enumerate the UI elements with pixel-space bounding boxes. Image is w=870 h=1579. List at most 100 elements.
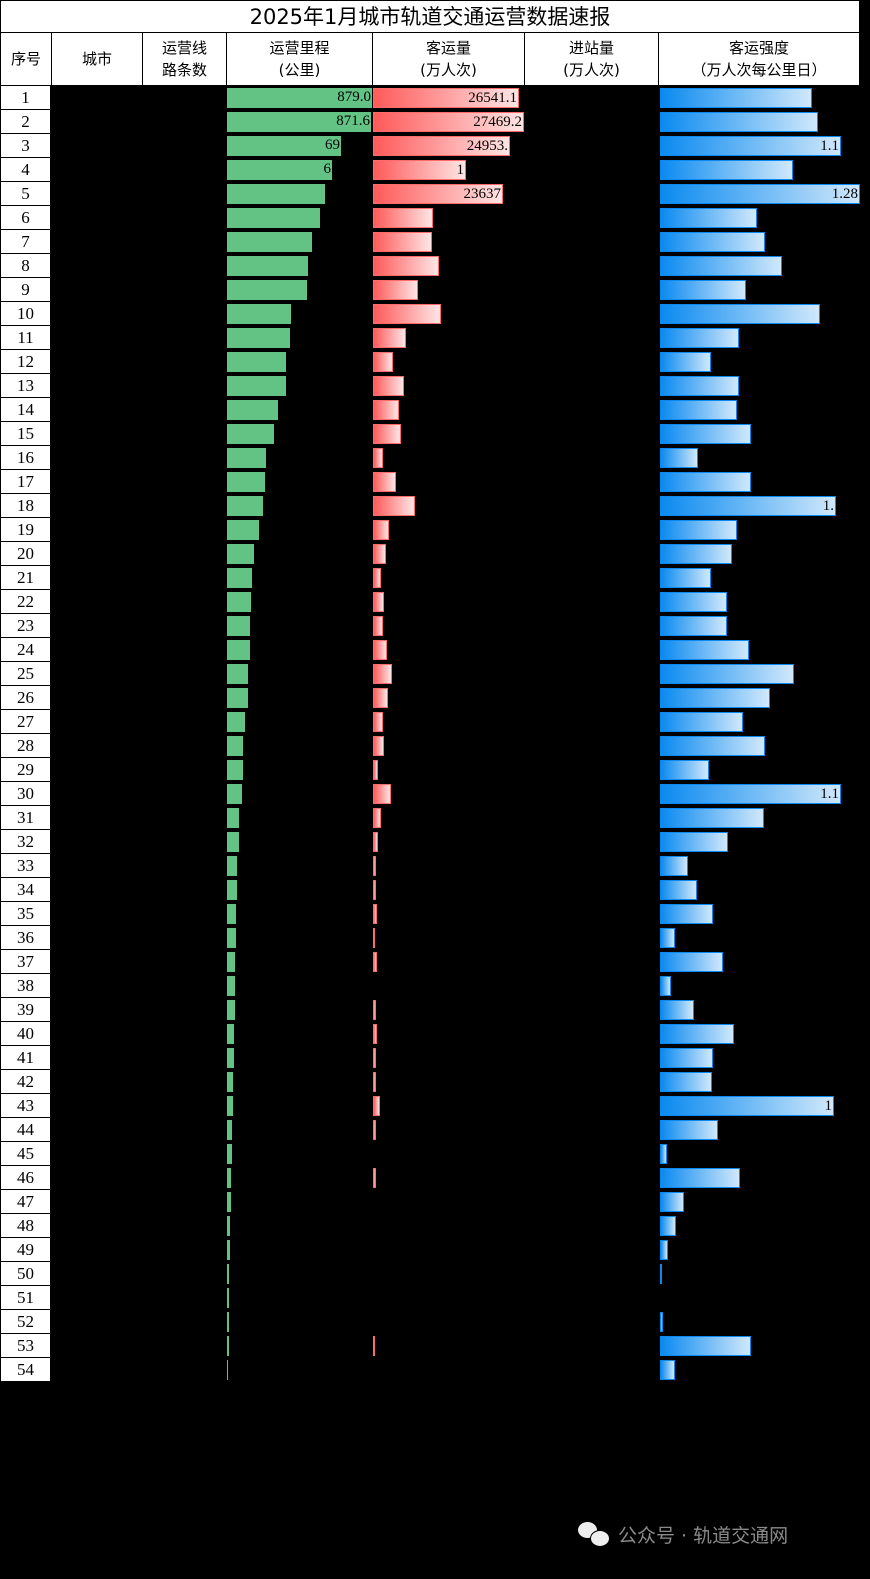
intensity-bar [660, 1168, 740, 1188]
ridership-bar [373, 592, 384, 612]
mileage-bar [227, 376, 286, 396]
ridership-bar [373, 544, 386, 564]
ridership-bar-label: 26541.1 [468, 90, 517, 106]
row-index: 52 [0, 1310, 51, 1334]
mileage-bar [227, 688, 248, 708]
mileage-bar [227, 592, 251, 612]
ridership-bar [373, 424, 401, 444]
ridership-bar [373, 208, 433, 228]
mileage-bar [227, 1000, 235, 1020]
intensity-bar [660, 976, 671, 996]
table-row: 47 [0, 1190, 870, 1214]
intensity-bar [660, 88, 812, 108]
header-lines: 运营线 路条数 [142, 33, 226, 86]
table-row: 37 [0, 950, 870, 974]
ridership-bar [373, 304, 441, 324]
mileage-bar [227, 472, 265, 492]
table-row: 53 [0, 1334, 870, 1358]
intensity-bar [660, 304, 820, 324]
table-row: 49 [0, 1238, 870, 1262]
ridership-bar [373, 640, 387, 660]
intensity-bar [660, 640, 749, 660]
intensity-bar [660, 904, 713, 924]
intensity-bar [660, 1216, 676, 1236]
row-index: 6 [0, 206, 51, 230]
row-index: 17 [0, 470, 51, 494]
intensity-bar [660, 1240, 668, 1260]
row-index: 31 [0, 806, 51, 830]
row-index: 3 [0, 134, 51, 158]
mileage-bar-label: 69 [325, 137, 340, 153]
row-index: 48 [0, 1214, 51, 1238]
row-index: 39 [0, 998, 51, 1022]
table-row: 54 [0, 1358, 870, 1382]
intensity-bar: 1. [660, 496, 836, 516]
row-index: 23 [0, 614, 51, 638]
table-row: 15 [0, 422, 870, 446]
table-row: 2 871.6 27469.2 [0, 110, 870, 134]
table-row: 44 [0, 1118, 870, 1142]
row-index: 37 [0, 950, 51, 974]
mileage-bar: 871.6 [227, 112, 371, 132]
row-index: 54 [0, 1358, 51, 1382]
ridership-bar [373, 880, 376, 900]
row-index: 15 [0, 422, 51, 446]
intensity-bar [660, 1144, 667, 1164]
row-index: 22 [0, 590, 51, 614]
table-row: 17 [0, 470, 870, 494]
mileage-bar [227, 856, 237, 876]
row-index: 24 [0, 638, 51, 662]
row-index: 36 [0, 926, 51, 950]
ridership-bar [373, 1048, 376, 1068]
mileage-bar [227, 712, 245, 732]
ridership-bar [373, 688, 388, 708]
intensity-bar: 1.28 [660, 184, 860, 204]
intensity-bar [660, 208, 757, 228]
mileage-bar [227, 1144, 232, 1164]
ridership-bar: 24953. [373, 136, 510, 156]
intensity-bar [660, 256, 782, 276]
row-index: 26 [0, 686, 51, 710]
mileage-bar [227, 1048, 234, 1068]
mileage-bar [227, 520, 259, 540]
mileage-bar [227, 400, 278, 420]
row-index: 25 [0, 662, 51, 686]
mileage-bar [227, 544, 254, 564]
intensity-bar [660, 1312, 663, 1332]
footer-watermark: 公众号 · 轨道交通网 [578, 1519, 788, 1549]
footer-text: 公众号 · 轨道交通网 [618, 1524, 789, 1547]
row-index: 16 [0, 446, 51, 470]
intensity-bar [660, 568, 711, 588]
mileage-bar [227, 568, 252, 588]
intensity-bar [660, 664, 794, 684]
intensity-bar [660, 1000, 694, 1020]
header-mileage-label-1: 运营里程 [269, 39, 330, 57]
ridership-bar [373, 760, 378, 780]
row-index: 30 [0, 782, 51, 806]
table-row: 30 1.1 [0, 782, 870, 806]
table-row: 18 1. [0, 494, 870, 518]
header-city-label: 城市 [81, 50, 112, 68]
mileage-bar [227, 1168, 231, 1188]
table-row: 3 69 24953. 1.1 [0, 134, 870, 158]
intensity-bar [660, 1336, 751, 1356]
mileage-bar [227, 1264, 229, 1284]
mileage-bar [227, 904, 236, 924]
intensity-bar [660, 472, 751, 492]
intensity-bar [660, 544, 732, 564]
intensity-bar [660, 1192, 684, 1212]
row-index: 4 [0, 158, 51, 182]
header-lines-label-2: 路条数 [161, 61, 207, 79]
ridership-bar [373, 352, 393, 372]
table-row: 38 [0, 974, 870, 998]
intensity-bar [660, 616, 727, 636]
mileage-bar [227, 736, 243, 756]
intensity-bar [660, 328, 739, 348]
mileage-bar [227, 784, 242, 804]
row-index: 2 [0, 110, 51, 134]
intensity-bar [660, 376, 739, 396]
table-row: 27 [0, 710, 870, 734]
row-index: 46 [0, 1166, 51, 1190]
intensity-bar [660, 688, 770, 708]
mileage-bar [227, 208, 320, 228]
